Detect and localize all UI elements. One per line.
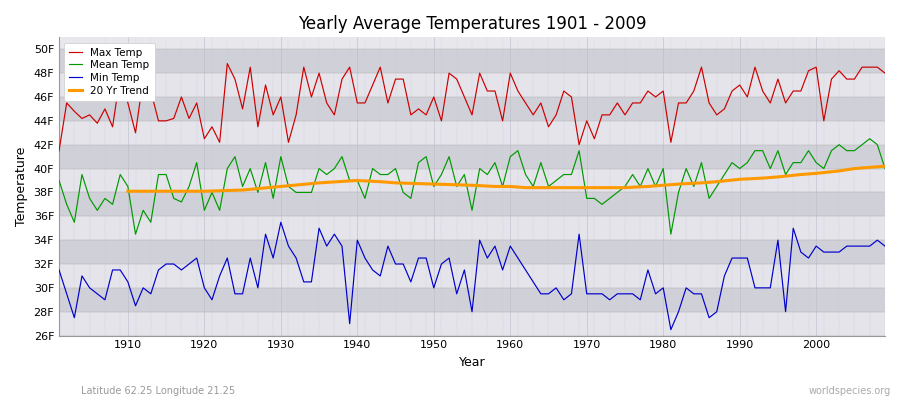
- Min Temp: [665, 327, 676, 332]
- Mean Temp: [505, 154, 516, 159]
- 20 Yr Trend: [796, 172, 806, 177]
- 20 Yr Trend: [597, 185, 608, 190]
- Mean Temp: [879, 166, 890, 171]
- Max Temp: [222, 61, 233, 66]
- Bar: [59, 145, 885, 168]
- Legend: Max Temp, Mean Temp, Min Temp, 20 Yr Trend: Max Temp, Mean Temp, Min Temp, 20 Yr Tre…: [64, 42, 155, 101]
- 20 Yr Trend: [879, 164, 890, 168]
- 20 Yr Trend: [849, 166, 859, 171]
- 20 Yr Trend: [390, 180, 400, 185]
- 20 Yr Trend: [673, 182, 684, 186]
- 20 Yr Trend: [643, 184, 653, 189]
- Bar: [59, 312, 885, 336]
- 20 Yr Trend: [122, 189, 133, 194]
- 20 Yr Trend: [581, 185, 592, 190]
- Line: Min Temp: Min Temp: [59, 222, 885, 330]
- 20 Yr Trend: [757, 176, 768, 180]
- 20 Yr Trend: [811, 171, 822, 176]
- Mean Temp: [604, 196, 615, 201]
- 20 Yr Trend: [428, 182, 439, 186]
- 20 Yr Trend: [161, 189, 172, 194]
- Min Temp: [337, 244, 347, 248]
- Mean Temp: [864, 136, 875, 141]
- Max Temp: [512, 89, 523, 94]
- 20 Yr Trend: [711, 179, 722, 184]
- Mean Temp: [130, 232, 141, 236]
- Bar: [59, 288, 885, 312]
- 20 Yr Trend: [520, 185, 531, 190]
- 20 Yr Trend: [352, 178, 363, 183]
- Bar: [59, 73, 885, 97]
- 20 Yr Trend: [275, 184, 286, 189]
- Bar: [59, 168, 885, 192]
- Min Temp: [115, 268, 126, 272]
- 20 Yr Trend: [466, 183, 477, 188]
- Mean Temp: [337, 154, 347, 159]
- Max Temp: [604, 112, 615, 117]
- 20 Yr Trend: [772, 174, 783, 179]
- Mean Temp: [512, 148, 523, 153]
- Max Temp: [505, 71, 516, 76]
- 20 Yr Trend: [734, 177, 745, 182]
- Bar: [59, 121, 885, 145]
- Line: 20 Yr Trend: 20 Yr Trend: [128, 166, 885, 191]
- Bar: [59, 216, 885, 240]
- 20 Yr Trend: [566, 185, 577, 190]
- Max Temp: [337, 77, 347, 82]
- Mean Temp: [115, 172, 126, 177]
- 20 Yr Trend: [314, 180, 325, 185]
- Mean Temp: [54, 178, 65, 183]
- Min Temp: [275, 220, 286, 225]
- 20 Yr Trend: [374, 179, 385, 184]
- Title: Yearly Average Temperatures 1901 - 2009: Yearly Average Temperatures 1901 - 2009: [298, 15, 646, 33]
- Max Temp: [115, 73, 126, 78]
- 20 Yr Trend: [490, 184, 500, 189]
- Line: Max Temp: Max Temp: [59, 64, 885, 151]
- 20 Yr Trend: [199, 189, 210, 194]
- Min Temp: [291, 256, 302, 260]
- Bar: [59, 49, 885, 73]
- 20 Yr Trend: [238, 188, 248, 192]
- Bar: [59, 264, 885, 288]
- 20 Yr Trend: [696, 180, 706, 185]
- Min Temp: [505, 244, 516, 248]
- Min Temp: [604, 297, 615, 302]
- Text: worldspecies.org: worldspecies.org: [809, 386, 891, 396]
- Bar: [59, 240, 885, 264]
- 20 Yr Trend: [833, 168, 844, 173]
- Mean Temp: [291, 190, 302, 195]
- Max Temp: [879, 71, 890, 76]
- 20 Yr Trend: [864, 165, 875, 170]
- Y-axis label: Temperature: Temperature: [15, 147, 28, 226]
- Bar: [59, 97, 885, 121]
- Bar: [59, 192, 885, 216]
- Max Temp: [291, 112, 302, 117]
- Text: Latitude 62.25 Longitude 21.25: Latitude 62.25 Longitude 21.25: [81, 386, 235, 396]
- Min Temp: [512, 256, 523, 260]
- Max Temp: [54, 148, 65, 153]
- Min Temp: [879, 244, 890, 248]
- X-axis label: Year: Year: [459, 356, 485, 369]
- 20 Yr Trend: [505, 184, 516, 189]
- 20 Yr Trend: [619, 185, 630, 190]
- 20 Yr Trend: [543, 185, 553, 190]
- 20 Yr Trend: [658, 183, 669, 188]
- Min Temp: [54, 268, 65, 272]
- Line: Mean Temp: Mean Temp: [59, 139, 885, 234]
